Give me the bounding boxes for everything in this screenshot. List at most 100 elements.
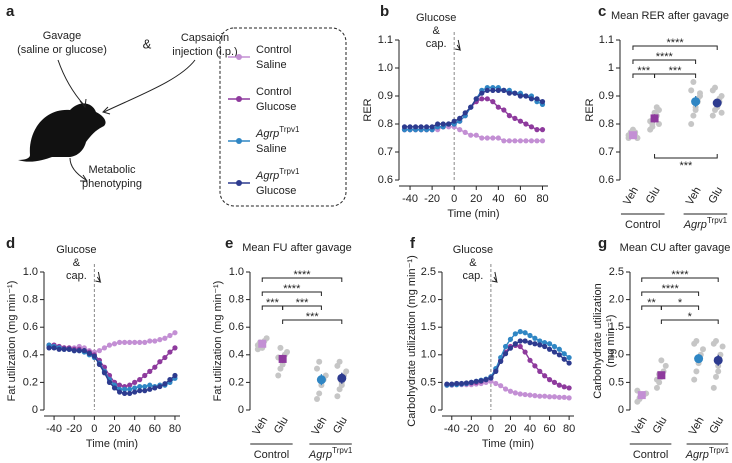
- panel-letter: f: [410, 235, 416, 252]
- data-point: [493, 368, 499, 374]
- data-point: [542, 343, 548, 350]
- y-tick-label: 1: [608, 62, 614, 74]
- data-point: [127, 390, 133, 397]
- x-tick-label: -40: [444, 423, 460, 435]
- data-point: [147, 386, 153, 392]
- x-tick-label: Veh: [250, 415, 270, 437]
- x-tick-label: 20: [470, 193, 482, 205]
- individual-point: [279, 361, 286, 368]
- data-point: [142, 383, 148, 390]
- significance-bracket: [261, 291, 322, 296]
- data-point: [566, 385, 572, 391]
- data-point: [507, 336, 514, 342]
- y-axis-label: Carbohydrate utilization (mg min⁻¹): [406, 255, 418, 426]
- data-point: [527, 340, 533, 346]
- significance-bracket: [261, 277, 343, 282]
- genotype-name: Control: [625, 219, 660, 231]
- data-point: [449, 381, 455, 387]
- group-label: AgrpTrpv1: [308, 446, 353, 461]
- data-point: [512, 90, 518, 96]
- annotation: Glucose: [416, 12, 456, 24]
- data-point: [473, 132, 479, 138]
- individual-point: [275, 372, 282, 379]
- group-label: Control: [254, 449, 289, 461]
- data-point: [152, 364, 158, 370]
- data-point: [488, 375, 494, 381]
- data-point: [121, 390, 128, 397]
- significance-label: ***: [296, 297, 310, 309]
- data-point: [512, 331, 518, 337]
- data-point: [532, 335, 538, 341]
- significance-label: ***: [679, 160, 693, 172]
- diagram-label: &: [143, 36, 152, 51]
- mouse-icon: [18, 103, 106, 162]
- data-point: [517, 118, 524, 124]
- individual-point: [719, 343, 726, 350]
- significance-label: ****: [662, 283, 680, 295]
- significance-label: **: [647, 297, 656, 309]
- diagram-label: (saline or glucose): [17, 44, 107, 56]
- data-point: [501, 138, 507, 144]
- data-point: [458, 380, 465, 387]
- mean-marker: [657, 371, 666, 380]
- significance-bracket: [282, 305, 322, 310]
- y-tick-label: 1.1: [599, 34, 614, 46]
- data-point: [446, 121, 452, 127]
- data-point: [91, 353, 97, 359]
- data-point: [157, 383, 163, 390]
- y-tick-label: 0: [430, 404, 436, 416]
- x-tick-label: Veh: [310, 415, 330, 437]
- y-tick-label: 0.8: [229, 294, 244, 306]
- group-label: AgrpTrpv1: [683, 216, 728, 231]
- significance-bracket: [632, 45, 718, 50]
- individual-point: [338, 382, 345, 389]
- individual-point: [658, 357, 665, 364]
- individual-point: [263, 335, 270, 342]
- y-tick-label: 2.5: [421, 266, 436, 278]
- data-point: [527, 357, 533, 363]
- individual-point: [709, 112, 716, 119]
- x-tick-label: 0: [451, 193, 457, 205]
- y-axis-label: Carbohydrate utilization: [592, 283, 604, 399]
- genotype-name: Control: [633, 449, 668, 461]
- data-point: [532, 341, 538, 347]
- panel-letter: c: [598, 3, 606, 20]
- significance-bracket: [641, 277, 719, 282]
- data-point: [444, 381, 450, 387]
- data-point: [46, 345, 52, 351]
- data-point: [457, 127, 463, 133]
- data-point: [495, 87, 501, 93]
- significance-bracket: [632, 59, 697, 64]
- data-point: [502, 343, 509, 350]
- annotation: &: [73, 257, 81, 269]
- individual-point: [690, 112, 697, 119]
- x-axis-label: Time (min): [447, 208, 499, 220]
- data-point: [56, 346, 62, 352]
- significance-label: ***: [669, 65, 683, 77]
- individual-point: [334, 393, 341, 400]
- individual-point: [662, 362, 669, 369]
- x-tick-label: -20: [424, 193, 440, 205]
- y-tick-label: 0.5: [609, 376, 624, 388]
- data-point: [517, 343, 523, 350]
- y-tick-label: 2.0: [609, 294, 624, 306]
- genotype-superscript: Trpv1: [707, 216, 728, 225]
- individual-point: [688, 121, 695, 127]
- data-point: [490, 99, 496, 105]
- significance-bracket: [660, 305, 700, 310]
- data-point: [501, 87, 507, 93]
- y-tick-label: 0.6: [229, 321, 244, 333]
- arrow: [103, 59, 196, 113]
- data-point: [462, 129, 468, 135]
- data-point: [457, 115, 463, 121]
- arrow-head: [79, 98, 87, 109]
- y-tick-label: 0.2: [229, 376, 244, 388]
- data-point: [556, 352, 562, 358]
- data-point: [566, 395, 572, 401]
- data-point: [537, 338, 543, 344]
- data-point: [532, 393, 538, 399]
- diagram-label: Metabolic: [88, 164, 136, 176]
- individual-point: [718, 109, 725, 116]
- y-tick-label: 1.0: [23, 266, 38, 278]
